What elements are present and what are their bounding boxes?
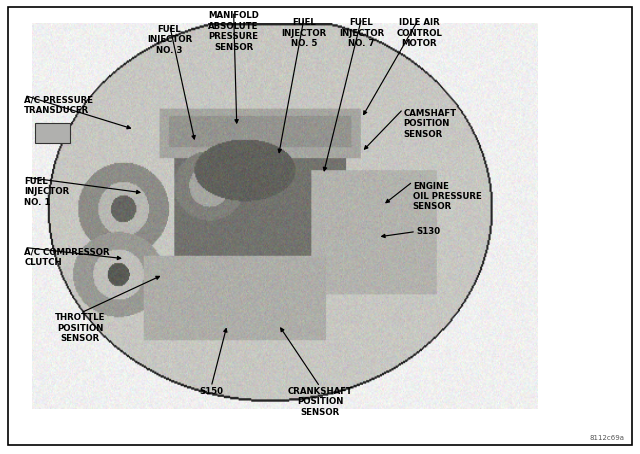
Text: MANIFOLD
ABSOLUTE
PRESSURE
SENSOR: MANIFOLD ABSOLUTE PRESSURE SENSOR [208, 11, 259, 52]
Text: S150: S150 [199, 387, 223, 396]
Bar [35, 123, 70, 143]
Text: CRANKSHAFT
POSITION
SENSOR: CRANKSHAFT POSITION SENSOR [287, 387, 353, 417]
Text: 8112c69a: 8112c69a [589, 435, 624, 441]
Text: IDLE AIR
CONTROL
MOTOR: IDLE AIR CONTROL MOTOR [396, 18, 442, 48]
Text: CAMSHAFT
POSITION
SENSOR: CAMSHAFT POSITION SENSOR [403, 109, 456, 139]
Text: FUEL
INJECTOR
NO. 1: FUEL INJECTOR NO. 1 [24, 177, 70, 207]
Text: FUEL
INJECTOR
NO. 5: FUEL INJECTOR NO. 5 [282, 18, 326, 48]
Text: A/C PRESSURE
TRANSDUCER: A/C PRESSURE TRANSDUCER [24, 95, 93, 115]
Text: A/C COMPRESSOR
CLUTCH: A/C COMPRESSOR CLUTCH [24, 247, 110, 267]
Text: FUEL
INJECTOR
NO. 7: FUEL INJECTOR NO. 7 [339, 18, 384, 48]
Text: S130: S130 [416, 227, 440, 236]
Text: ENGINE
OIL PRESSURE
SENSOR: ENGINE OIL PRESSURE SENSOR [413, 182, 481, 212]
Text: FUEL
INJECTOR
NO. 3: FUEL INJECTOR NO. 3 [147, 25, 192, 55]
Text: THROTTLE
POSITION
SENSOR: THROTTLE POSITION SENSOR [55, 313, 105, 343]
